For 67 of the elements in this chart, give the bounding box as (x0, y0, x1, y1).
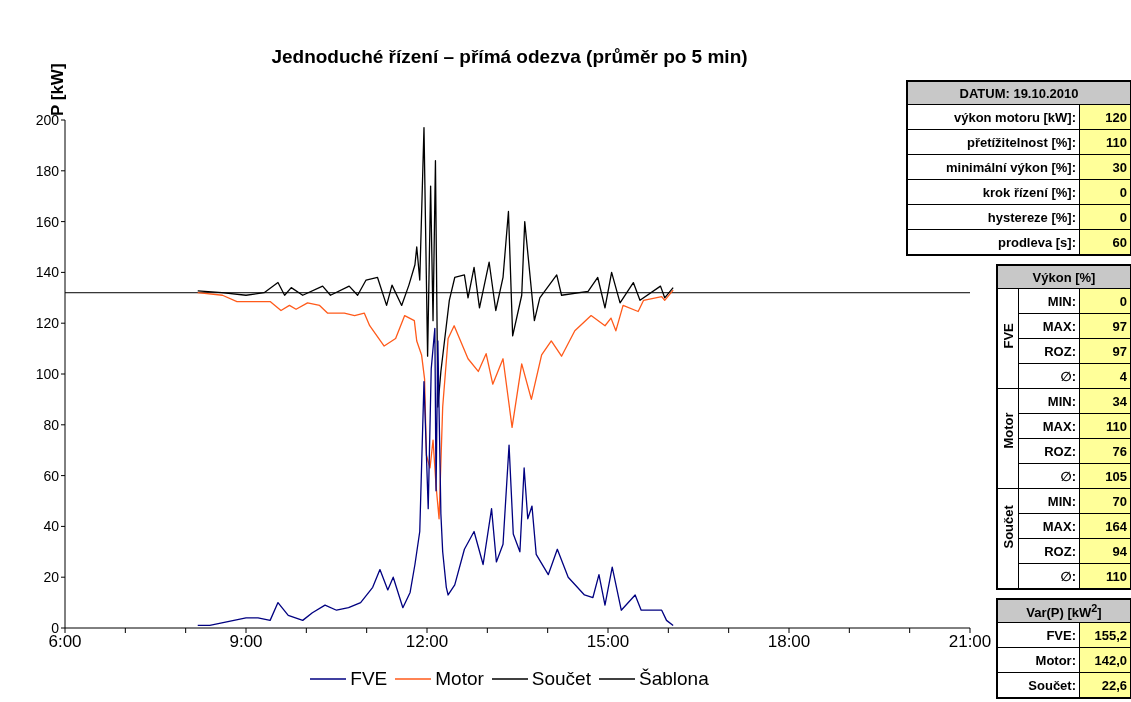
text: 4 (1119, 368, 1127, 384)
text: 60 (1112, 234, 1127, 250)
text: 76 (1112, 443, 1127, 459)
legend-label: Šablona (638, 668, 709, 690)
text: hystereze [%]: (987, 209, 1076, 225)
text: Součet (1000, 505, 1016, 549)
x-tick-label: 15:00 (586, 632, 630, 652)
text: 34 (1112, 393, 1127, 409)
y-tick-label: 60 (43, 467, 60, 484)
text: 142,0 (1094, 652, 1127, 668)
text: MAX: (1042, 318, 1076, 334)
chart-title: Jednoduché řízení – přímá odezva (průměr po 5 min) (271, 46, 748, 67)
text: 120 (1105, 109, 1127, 125)
x-tick-label: 18:00 (767, 632, 811, 652)
x-tick-label: 21:00 (948, 632, 992, 652)
annotation: přetížitelnost [%]: (966, 134, 1076, 150)
text: 0 (1119, 209, 1127, 225)
text: MIN: (1047, 493, 1076, 509)
text: MAX: (1042, 418, 1076, 434)
x-tick-label: 12:00 (405, 632, 449, 652)
y-tick-label: 100 (35, 365, 60, 382)
text: Var(P) [kW$^{2}$] (1026, 601, 1102, 621)
text: 164 (1105, 518, 1127, 534)
text: 0 (1119, 184, 1127, 200)
text: 30 (1112, 159, 1127, 175)
text: ∅: (1060, 368, 1076, 384)
text: 97 (1112, 318, 1127, 334)
text: MAX: (1042, 518, 1076, 534)
text: Motor: (1035, 652, 1076, 668)
y-tick-label: 160 (35, 213, 60, 230)
text: 110 (1106, 134, 1127, 150)
text: Výkon [%] (1032, 269, 1096, 285)
text: MIN: (1047, 393, 1076, 409)
annotation: výkon motoru [kW]: (953, 109, 1076, 125)
text: FVE (1000, 323, 1016, 349)
text: 105 (1105, 468, 1127, 484)
text: 155,2 (1094, 627, 1127, 643)
text: 70 (1112, 493, 1127, 509)
text: ∅: (1060, 468, 1076, 484)
text: ∅: (1060, 568, 1076, 584)
annotation: minimální výkon [%]: (945, 159, 1076, 175)
y-tick-label: 140 (35, 264, 60, 281)
text: 97 (1112, 343, 1127, 359)
text: MIN: (1047, 293, 1076, 309)
text: 94 (1112, 543, 1127, 559)
text: 110 (1106, 568, 1127, 584)
text: ROZ: (1044, 443, 1076, 459)
text: 110 (1106, 418, 1127, 434)
y-tick-label: 180 (35, 162, 60, 179)
text: prodleva [s]: (997, 234, 1076, 250)
text: DATUM: 19.10.2010 (959, 85, 1079, 101)
text: Motor (1000, 412, 1016, 449)
x-tick-label: 9:00 (229, 632, 263, 652)
text: FVE: (1046, 627, 1076, 643)
text: krok řízení [%]: (982, 184, 1076, 200)
legend-label: Motor (435, 668, 484, 690)
text: Součet: (1028, 677, 1076, 693)
y-tick-label: 120 (35, 315, 60, 332)
legend-label: Součet (531, 668, 591, 690)
y-tick-label: 20 (43, 569, 60, 586)
text: ROZ: (1044, 343, 1076, 359)
y-tick-label: 80 (43, 416, 60, 433)
legend-label: FVE (350, 668, 388, 690)
text: 22,6 (1101, 677, 1127, 693)
y-tick-label: 40 (43, 518, 60, 535)
text: ROZ: (1044, 543, 1076, 559)
text: 0 (1119, 293, 1127, 309)
